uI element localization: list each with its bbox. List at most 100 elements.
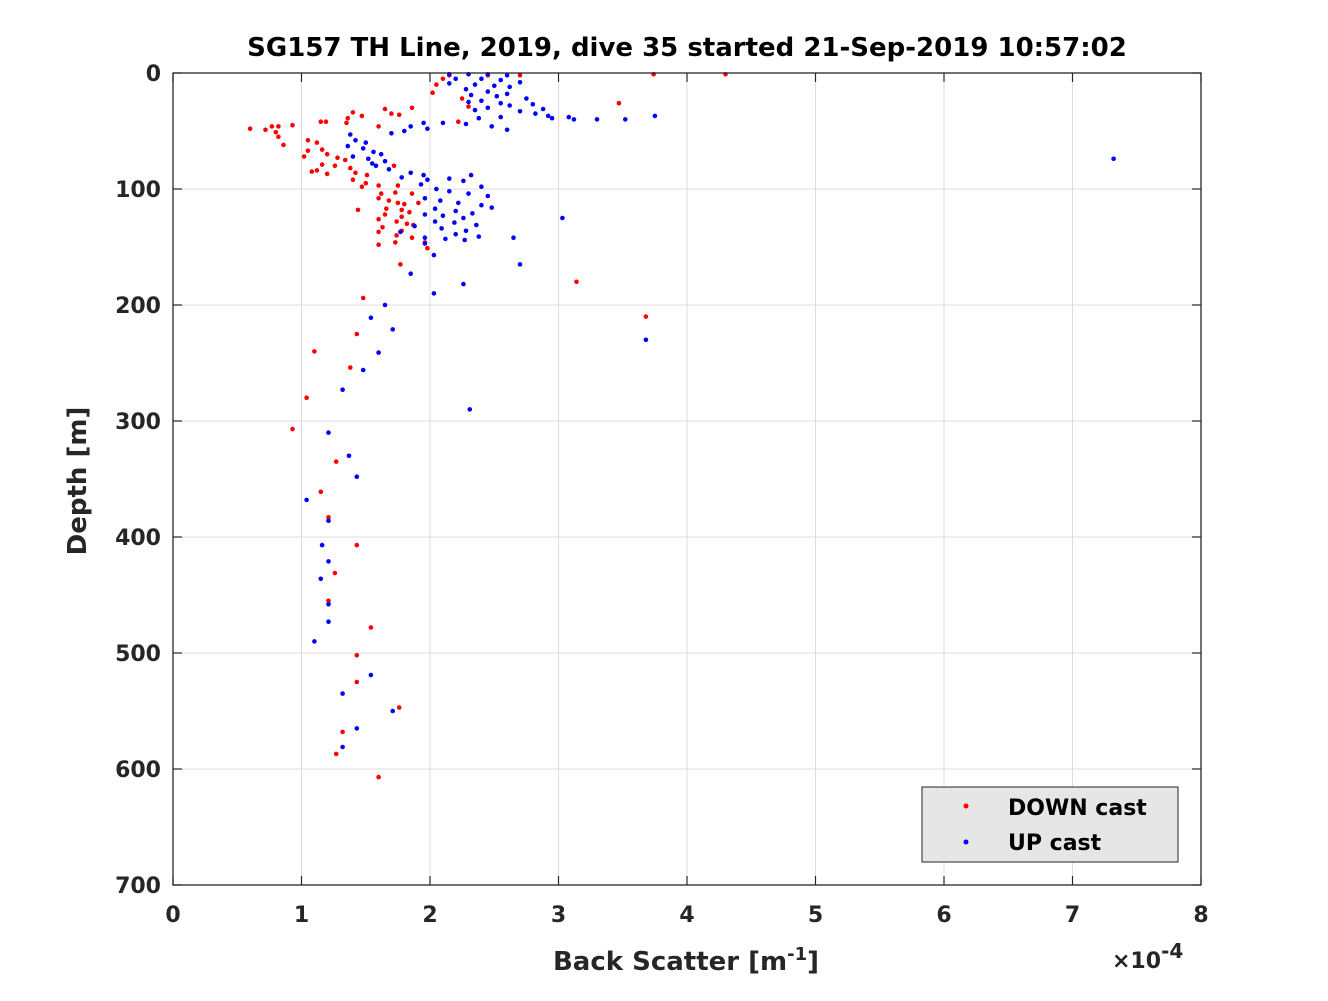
down-cast-point [290,426,295,432]
down-cast-point [324,151,330,157]
x-axis-exponent-base: ×10 [1112,949,1161,974]
up-cast-point [504,73,510,78]
up-cast-point [476,115,482,121]
down-cast-point [616,100,622,106]
up-cast-point [326,602,331,607]
down-cast-point [263,127,268,133]
down-cast-point [430,90,435,95]
up-cast-point [346,453,352,459]
down-cast-point [574,279,579,285]
up-cast-point [402,128,407,134]
down-cast-point [393,190,398,195]
up-cast-point [549,115,555,121]
up-cast-point [643,337,649,343]
up-cast-point [461,215,466,221]
up-cast-point [485,105,491,111]
down-cast-point [376,183,381,188]
up-cast-point [530,102,536,107]
down-cast-point [380,225,385,230]
down-cast-point [409,235,415,240]
down-cast-point [376,229,381,235]
down-cast-point [314,140,320,145]
up-cast-point [354,474,360,480]
down-cast-point [309,169,315,174]
up-cast-point [389,131,394,136]
down-cast-point [376,124,381,129]
x-axis-label-main: Back Scatter [m [553,947,787,977]
up-cast-point [422,241,428,246]
down-cast-point [643,314,649,319]
x-axis-exponent: ×10-4 [1112,939,1183,974]
down-cast-point [386,198,392,203]
down-cast-point [407,209,412,215]
up-cast-point [319,542,325,548]
down-cast-point [456,119,461,124]
up-cast-point [422,235,428,240]
down-cast-point [396,112,402,118]
legend-down-marker [963,803,969,809]
down-cast-point [389,111,394,116]
up-cast-point [386,167,392,172]
y-tick-label: 600 [115,758,161,783]
down-cast-series [247,71,728,780]
up-cast-point [447,189,452,194]
up-cast-point [440,213,446,218]
down-cast-point [332,570,338,576]
up-cast-point [382,302,388,308]
up-cast-point [489,124,495,129]
up-cast-point [432,206,438,211]
down-cast-point [354,331,360,337]
up-cast-point [453,231,459,237]
up-cast-point [354,726,360,731]
up-cast-point [348,132,353,137]
up-cast-point [470,211,475,216]
up-cast-point [368,672,374,678]
up-cast-point [533,111,538,116]
up-cast-point [468,172,474,178]
down-cast-point [425,245,430,251]
up-cast-point [340,691,345,696]
down-cast-point [409,191,415,196]
down-cast-point [382,212,388,217]
down-cast-point [290,122,295,128]
down-cast-point [342,157,348,163]
up-cast-point [571,117,577,122]
up-cast-point [447,176,452,181]
down-cast-point [354,542,360,548]
up-cast-point [492,83,497,89]
up-cast-point [472,107,478,113]
down-cast-point [384,206,389,211]
down-cast-point [395,200,401,206]
up-cast-series [304,71,1116,750]
legend-up-marker [963,839,969,845]
up-cast-point [507,84,512,90]
up-cast-point [439,226,444,231]
up-cast-point [498,100,504,106]
up-cast-point [453,208,459,214]
down-cast-point [376,242,381,247]
down-cast-point [273,129,279,135]
x-axis-label-superscript: -1 [787,944,807,965]
up-cast-point [461,281,466,287]
down-cast-point [376,774,381,780]
up-cast-point [412,223,417,229]
x-axis-label-end: ] [807,947,819,977]
up-cast-point [408,124,414,129]
up-cast-point [304,497,309,503]
down-cast-point [368,625,374,630]
up-cast-point [382,158,388,164]
x-tick-label: 2 [422,903,437,928]
up-cast-point [566,114,572,120]
up-cast-point [511,235,516,240]
up-cast-point [463,121,469,127]
up-cast-point [479,76,484,82]
up-cast-point [504,127,510,133]
x-tick-label: 4 [679,903,694,928]
up-cast-point [443,236,448,242]
up-cast-point [479,98,484,104]
up-cast-point [468,92,474,98]
down-cast-point [314,168,320,173]
up-cast-point [560,215,565,221]
down-cast-point [350,110,356,115]
up-cast-point [507,103,512,108]
